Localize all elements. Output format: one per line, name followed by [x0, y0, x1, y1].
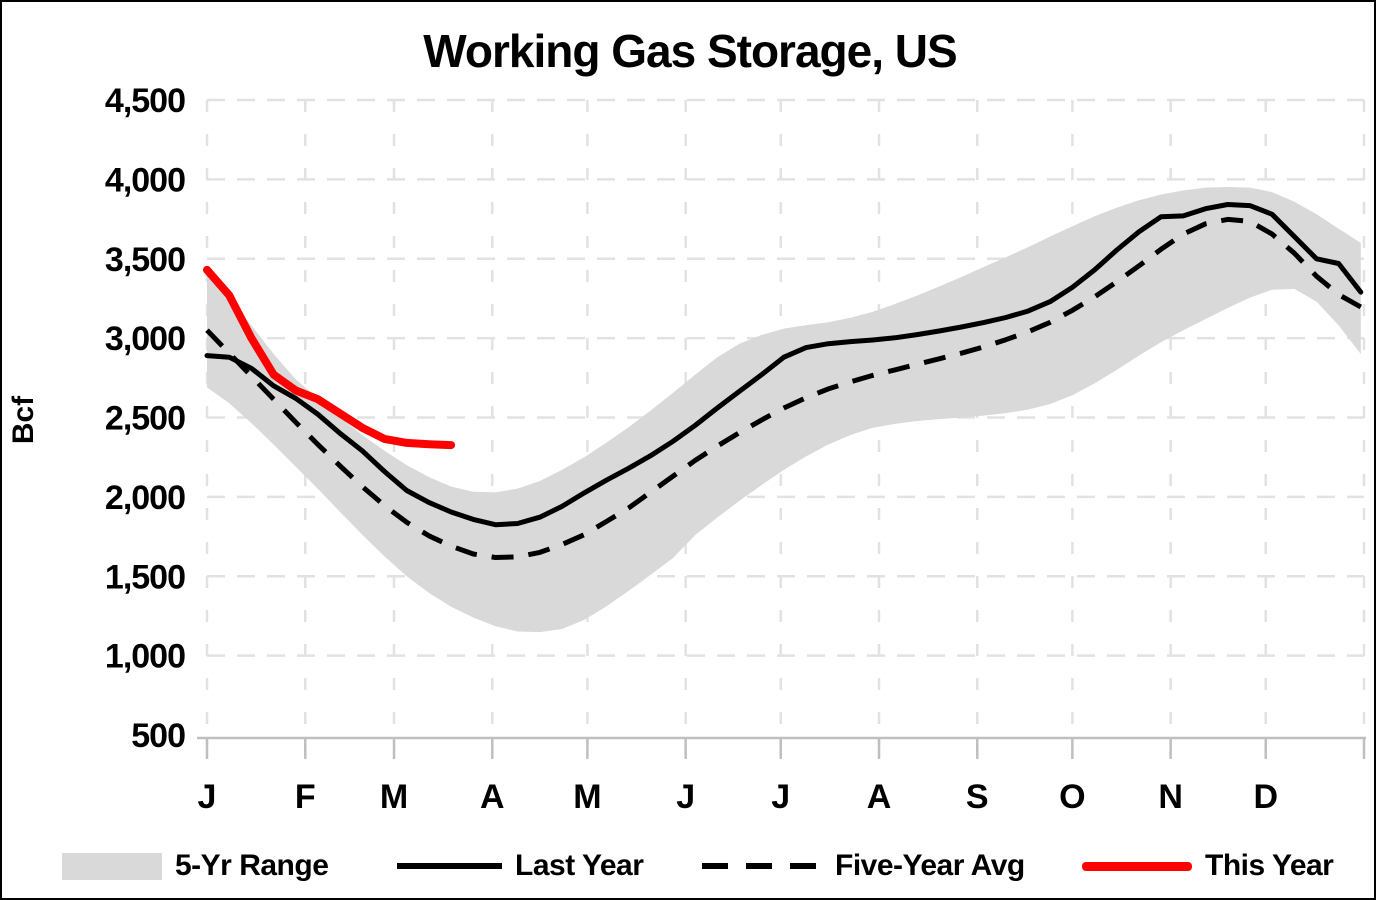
last-year-line — [204, 202, 1364, 528]
red-line-swatch-icon — [1082, 861, 1192, 871]
legend-item-last-year: Last Year — [397, 840, 644, 892]
x-month-label: M — [573, 778, 601, 816]
x-month-label: M — [380, 778, 408, 816]
y-tick-label: 3,500 — [105, 241, 185, 279]
y-tick-label: 3,000 — [105, 320, 185, 358]
y-tick-label: 2,500 — [105, 400, 185, 438]
x-month-label: A — [867, 778, 892, 816]
y-tick-label: 1,500 — [105, 558, 185, 596]
x-month-label: F — [295, 778, 316, 816]
legend-item-5yr-range: 5-Yr Range — [62, 840, 329, 892]
dashed-line-swatch-icon — [702, 863, 822, 869]
y-tick-label: 1,000 — [105, 638, 185, 676]
x-month-label: N — [1158, 778, 1183, 816]
y-tick-label: 4,000 — [105, 161, 185, 199]
legend-item-this-year: This Year — [1082, 840, 1334, 892]
x-month-label: J — [771, 778, 790, 816]
x-month-label: D — [1253, 778, 1278, 816]
x-month-label: O — [1059, 778, 1085, 816]
x-month-label: J — [198, 778, 217, 816]
legend-label: 5-Yr Range — [175, 849, 329, 882]
x-month-label: J — [676, 778, 695, 816]
legend: 5-Yr Range Last Year Five-Year Avg This … — [2, 840, 1374, 892]
legend-label: Last Year — [515, 849, 644, 882]
range-band-swatch-icon — [62, 852, 162, 880]
x-month-label: S — [966, 778, 989, 816]
five-year-range-band — [207, 187, 1361, 633]
y-tick-label: 4,500 — [105, 82, 185, 120]
x-month-label: A — [480, 778, 505, 816]
this-year-line — [203, 265, 456, 450]
solid-line-swatch-icon — [397, 863, 502, 869]
chart-title: Working Gas Storage, US — [423, 25, 957, 77]
five-year-avg-line — [205, 216, 1363, 560]
y-tick-label: 500 — [131, 717, 185, 755]
legend-label: Five-Year Avg — [835, 849, 1025, 882]
legend-label: This Year — [1205, 849, 1334, 882]
y-tick-label: 2,000 — [105, 479, 185, 517]
legend-item-five-year-avg: Five-Year Avg — [702, 840, 1025, 892]
